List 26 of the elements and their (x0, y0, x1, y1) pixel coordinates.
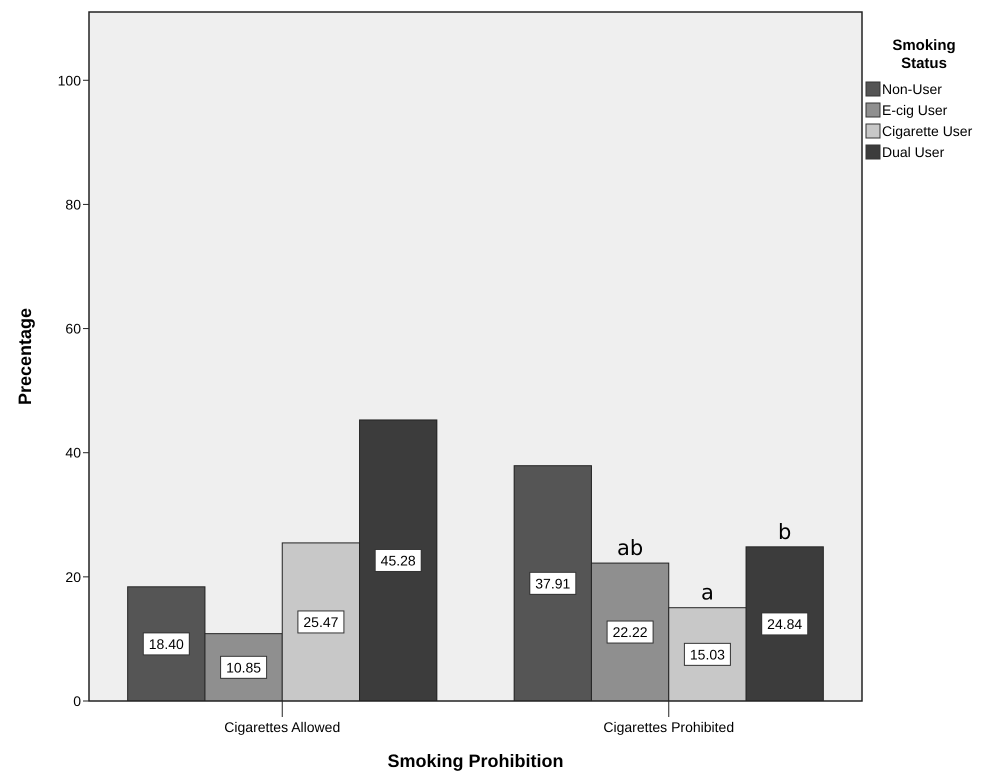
legend-label: Dual User (882, 144, 945, 160)
y-tick-label: 0 (73, 693, 82, 709)
annotation: b (778, 520, 792, 544)
legend-title: Smoking Status (892, 37, 956, 72)
data-label: 15.03 (690, 646, 726, 662)
x-axis-title: Smoking Prohibition (388, 751, 564, 771)
y-tick-label: 20 (65, 568, 82, 585)
data-label: 18.40 (148, 636, 184, 652)
data-label: 25.47 (303, 614, 339, 630)
y-tick-label: 40 (65, 444, 82, 461)
data-label: 45.28 (380, 552, 416, 568)
legend-label: Cigarette User (882, 123, 973, 139)
y-axis-title: Precentage (15, 308, 35, 406)
x-tick-label: Cigarettes Allowed (224, 719, 340, 735)
legend-label: Non-User (882, 81, 942, 97)
y-tick-label: 80 (65, 196, 82, 212)
annotation: a (700, 580, 714, 605)
data-label: 10.85 (226, 659, 262, 676)
y-tick-label: 60 (65, 320, 82, 337)
legend-label: E-cig User (882, 102, 948, 118)
data-label: 22.22 (612, 624, 648, 640)
data-label: 37.91 (535, 575, 571, 592)
annotation: ab (617, 536, 644, 560)
y-tick-label: 100 (58, 72, 82, 88)
x-tick-label: Cigarettes Prohibited (603, 719, 734, 735)
data-label: 24.84 (767, 616, 802, 632)
